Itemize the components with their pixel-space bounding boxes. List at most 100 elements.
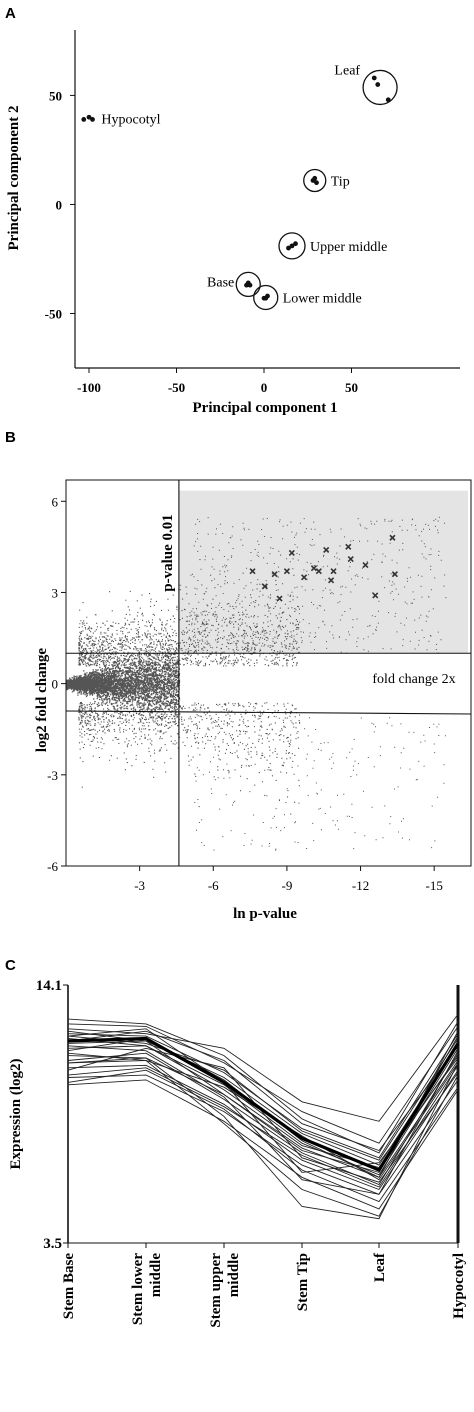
- volcano-y-tick-label: 6: [52, 494, 59, 509]
- pca-point: [312, 175, 318, 181]
- pca-group: Upper middle: [278, 232, 387, 260]
- pca-point: [289, 243, 295, 249]
- highlighted-gene-marker: [288, 549, 295, 557]
- volcano-y-tick-label: 3: [52, 585, 59, 600]
- pca-x-tick-label: 0: [261, 380, 268, 395]
- pca-y-label: Principal component 2: [6, 106, 22, 251]
- pca-point: [86, 114, 92, 120]
- pca-point: [265, 293, 270, 299]
- fold-lower-line: [65, 710, 472, 715]
- mean-profile-line: [67, 1036, 460, 1172]
- pca-group-label: Tip: [331, 174, 350, 189]
- pca-group-circle: [362, 69, 398, 106]
- pca-point: [375, 82, 381, 87]
- pca-group-label: Base: [207, 275, 234, 290]
- volcano-x-tick-label: -12: [352, 878, 369, 893]
- pca-group: Base: [207, 271, 261, 298]
- pca-group-label: Hypocotyl: [101, 113, 160, 128]
- expression-profile-plot: Expression (log2) Stem Base Stem lower mid…: [8, 978, 467, 1328]
- highlighted-gene-marker: [261, 583, 268, 590]
- volcano-y-tick-label: -6: [47, 859, 58, 874]
- profile-y-tick-label: 3.5: [43, 1236, 62, 1252]
- pca-x-tick-label: -100: [77, 380, 101, 395]
- fold-change-label: fold change 2x: [372, 672, 455, 687]
- gene-profile-line: [67, 1069, 459, 1203]
- pca-x-label: Principal component 1: [193, 400, 338, 416]
- volcano-x-tick-label: -15: [426, 878, 443, 893]
- volcano-x-tick-label: -6: [208, 878, 219, 893]
- profile-category-label: Stem lower middle: [130, 1253, 164, 1325]
- highlighted-gene-marker: [330, 568, 337, 575]
- highlighted-gene-marker: [347, 555, 354, 563]
- pca-point: [293, 241, 298, 247]
- volcano-x-tick-label: -9: [281, 878, 292, 893]
- gene-profile-line: [67, 1065, 459, 1188]
- gene-profile-line: [67, 1035, 459, 1161]
- gene-profile-line: [67, 1079, 459, 1210]
- pca-group: Lower middle: [253, 284, 362, 311]
- gene-profile-line: [67, 1030, 459, 1152]
- gene-profile-line: [67, 1057, 459, 1220]
- panel-letter-b: B: [5, 429, 16, 446]
- pca-point: [385, 97, 391, 103]
- profile-y-tick-label: 14.1: [36, 978, 62, 994]
- highlighted-gene-marker: [276, 595, 283, 602]
- highlighted-gene-marker: [315, 568, 322, 575]
- highlighted-gene-marker: [271, 571, 278, 578]
- profile-category-label: Stem Tip: [295, 1253, 311, 1311]
- pca-plot: Principal component 1 Principal componen…: [6, 30, 460, 416]
- volcano-plot: ln p-value log2 fold change p-value 0.01…: [34, 479, 472, 922]
- significant-region: [178, 490, 468, 654]
- pca-y-tick-label: 0: [56, 197, 63, 212]
- volcano-y-tick-label: -3: [47, 768, 58, 783]
- volcano-y-tick-label: 0: [52, 677, 59, 692]
- pca-group-label: Leaf: [334, 63, 360, 78]
- pca-group-circle: [253, 284, 279, 311]
- pca-point: [81, 117, 87, 122]
- pca-point: [314, 180, 319, 186]
- pca-group-circle: [235, 271, 261, 298]
- gene-profile-line: [67, 1028, 459, 1173]
- pca-x-tick-label: 50: [345, 380, 358, 395]
- pca-group-label: Upper middle: [310, 240, 387, 255]
- gene-profile-line: [67, 1055, 459, 1178]
- gene-profile-line: [67, 1052, 459, 1186]
- pca-point: [286, 245, 291, 251]
- gene-profile-line: [67, 1047, 459, 1183]
- gene-profile-line: [67, 1023, 459, 1144]
- highlighted-gene-marker: [283, 568, 290, 575]
- profile-y-label: Expression (log2): [8, 1059, 24, 1170]
- profile-category-label: Leaf: [372, 1252, 388, 1282]
- pca-group: Leaf: [334, 63, 398, 106]
- gene-profile-line: [67, 1045, 459, 1195]
- volcano-x-tick-label: -3: [134, 878, 145, 893]
- volcano-frame: [65, 479, 472, 867]
- panel-letter-a: A: [5, 5, 16, 22]
- highlighted-gene-marker: [362, 562, 369, 569]
- highlighted-gene-marker: [301, 574, 308, 581]
- profile-category-label: Hypocotyl: [451, 1253, 467, 1319]
- pca-point: [247, 282, 253, 288]
- pvalue-threshold-label: p-value 0.01: [160, 514, 176, 592]
- profile-category-label: Stem Base: [61, 1253, 77, 1320]
- pca-group-circle: [278, 232, 306, 260]
- highlighted-gene-marker: [249, 568, 256, 575]
- volcano-y-label: log2 fold change: [34, 648, 50, 753]
- volcano-x-label: ln p-value: [233, 906, 297, 922]
- pca-group-label: Lower middle: [283, 291, 362, 306]
- pca-group: Tip: [303, 168, 350, 193]
- highlighted-gene-marker: [372, 592, 379, 599]
- highlighted-gene-marker: [328, 577, 335, 584]
- profile-category-label: Stem upper middle: [208, 1253, 242, 1328]
- pca-y-tick-label: -50: [45, 306, 62, 321]
- pca-point: [371, 75, 377, 81]
- highlighted-gene-marker: [389, 534, 396, 541]
- highlighted-gene-marker: [345, 543, 352, 550]
- pca-x-tick-label: -50: [168, 380, 185, 395]
- highlighted-gene-marker: [310, 565, 317, 572]
- highlighted-gene-marker: [323, 546, 330, 553]
- pca-group: Hypocotyl: [81, 113, 161, 128]
- pca-group-circle: [303, 168, 327, 193]
- pca-point: [90, 117, 95, 122]
